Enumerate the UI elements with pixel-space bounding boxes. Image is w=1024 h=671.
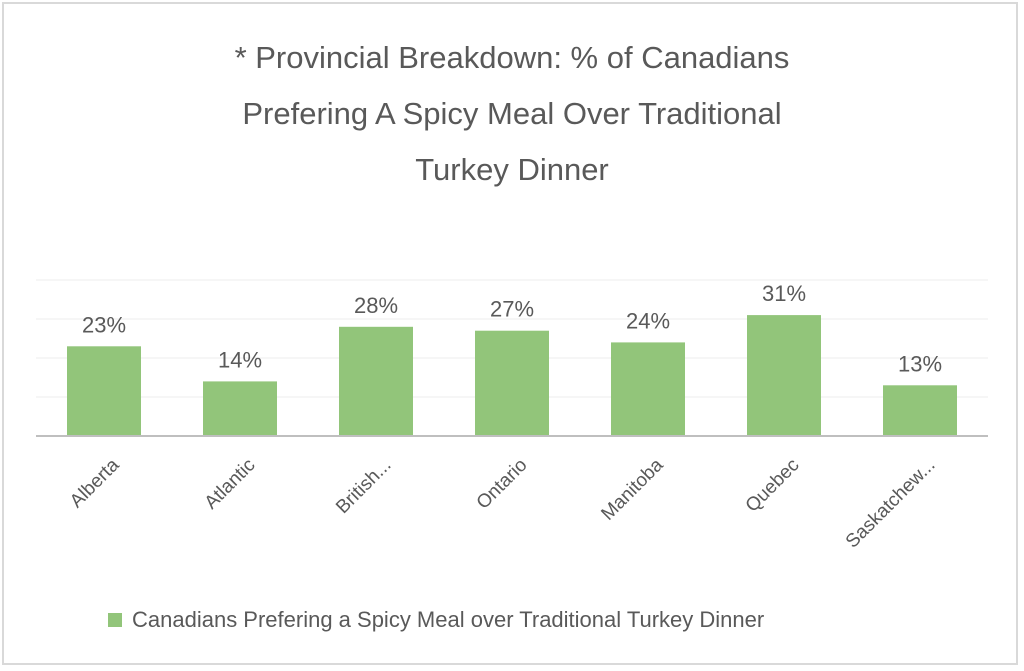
data-label-1: 23%	[82, 312, 126, 337]
chart-title: * Provincial Breakdown: % of Canadians P…	[0, 30, 1024, 198]
legend: Canadians Prefering a Spicy Meal over Tr…	[108, 603, 764, 637]
data-label-4: 27%	[490, 297, 534, 322]
category-label-3: British...	[332, 455, 395, 518]
chart-title-line-2: Prefering A Spicy Meal Over Traditional	[242, 96, 782, 131]
legend-swatch	[108, 613, 122, 627]
bar-7	[883, 385, 957, 436]
data-label-7: 13%	[898, 351, 942, 376]
legend-label: Canadians Prefering a Spicy Meal over Tr…	[132, 607, 765, 632]
bar-6	[747, 315, 821, 436]
bar-4	[475, 330, 549, 436]
category-label-6: Quebec	[742, 455, 804, 517]
category-label-2: Atlantic	[201, 455, 260, 514]
category-label-1: Alberta	[66, 454, 124, 512]
data-label-6: 31%	[762, 281, 806, 306]
bar-2	[203, 381, 277, 436]
data-label-3: 28%	[354, 293, 398, 318]
bar-3	[339, 326, 413, 436]
chart-title-line-1: * Provincial Breakdown: % of Canadians	[234, 40, 790, 75]
data-label-5: 24%	[626, 308, 670, 333]
category-label-7: Saskatchew...	[842, 455, 940, 553]
bar-1	[67, 346, 141, 436]
category-label-4: Ontario	[473, 455, 532, 514]
data-label-2: 14%	[218, 347, 262, 372]
chart-title-line-3: Turkey Dinner	[415, 152, 609, 187]
bar-5	[611, 342, 685, 436]
category-label-5: Manitoba	[597, 454, 667, 524]
